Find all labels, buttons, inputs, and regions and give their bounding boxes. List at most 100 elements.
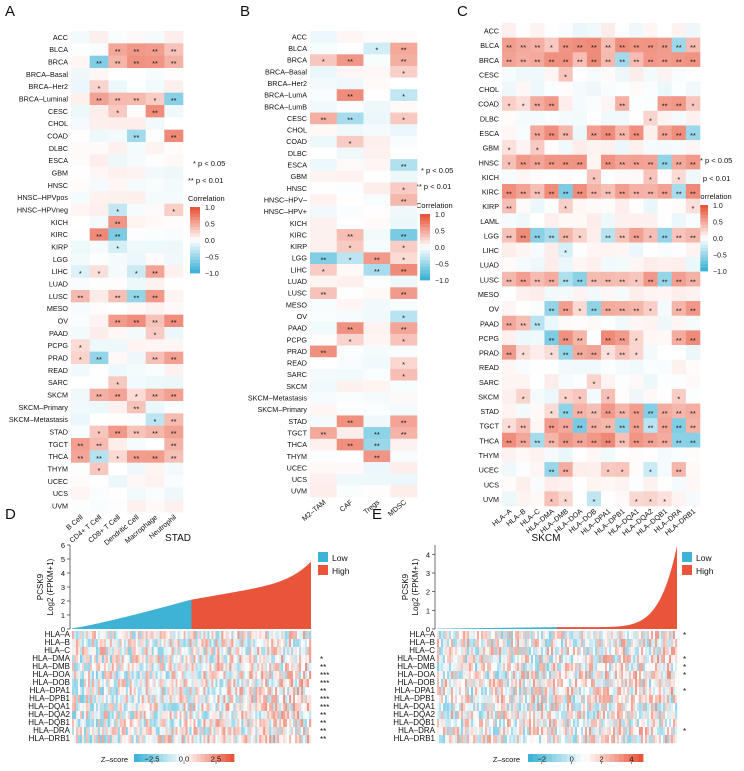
zscore-cell xyxy=(653,687,656,696)
zscore-cell xyxy=(85,719,89,728)
zscore-cell xyxy=(271,695,274,704)
zscore-cell xyxy=(72,719,75,728)
zscore-cell xyxy=(265,727,268,736)
gene-label: HLA–DMB xyxy=(397,662,435,671)
zscore-cell xyxy=(587,703,590,712)
heatmap-cell xyxy=(615,81,630,97)
heatmap-cell xyxy=(572,184,588,199)
zscore-cell xyxy=(103,703,107,712)
zscore-cell xyxy=(143,703,146,712)
zscore-cell xyxy=(581,735,584,744)
zscore-cell xyxy=(173,671,176,680)
heatmap-cell xyxy=(558,286,574,302)
zscore-cell xyxy=(539,703,542,712)
zscore-cell xyxy=(453,679,456,688)
heatmap-cell xyxy=(390,124,418,137)
heatmap-cell xyxy=(657,257,673,273)
zscore-cell xyxy=(599,687,602,696)
heatmap-cell xyxy=(108,388,128,402)
zscore-cell xyxy=(665,719,668,728)
zscore-cell xyxy=(597,687,600,696)
heatmap-cell xyxy=(671,403,687,419)
zscore-cell xyxy=(631,703,634,712)
colorbar-step xyxy=(190,243,200,247)
zscore-cell xyxy=(587,735,590,744)
zscore-cell xyxy=(591,663,594,672)
zscore-cell xyxy=(453,639,456,648)
zscore-cell xyxy=(289,719,292,728)
zscore-cell xyxy=(581,647,584,656)
heatmap-cell xyxy=(127,388,146,402)
zscore-cell xyxy=(151,631,154,640)
zscore-cell xyxy=(609,727,612,736)
heatmap-cell xyxy=(363,194,391,207)
heatmap-cell xyxy=(310,77,338,90)
zscore-cell xyxy=(211,663,214,672)
zscore-cell xyxy=(233,711,236,720)
zscore-cell xyxy=(141,727,144,736)
heatmap-cell xyxy=(657,315,673,331)
zscore-cell xyxy=(85,671,89,680)
zscore-cell xyxy=(601,711,604,720)
zscore-cell xyxy=(123,647,126,656)
zscore-cell xyxy=(543,727,546,736)
zscore-cell xyxy=(141,655,144,664)
significance-mark: * xyxy=(564,72,567,81)
gene-label: HLA–DPB1 xyxy=(29,694,70,703)
zscore-cell xyxy=(229,671,232,680)
zscore-cell xyxy=(161,639,164,648)
zscore-cell xyxy=(613,695,616,704)
zscore-cell xyxy=(473,679,476,688)
zscore-cell xyxy=(237,655,240,664)
heatmap-cell xyxy=(336,264,364,276)
heatmap-cell xyxy=(572,110,588,126)
zscore-cell xyxy=(583,719,586,728)
zscore-cell xyxy=(109,687,113,696)
zscore-cell xyxy=(87,647,91,656)
zscore-cell xyxy=(475,687,478,696)
gene-label: HLA–DQA2 xyxy=(28,710,70,719)
zscore-cell xyxy=(277,695,280,704)
zscore-cell xyxy=(451,711,454,720)
heatmap-cell xyxy=(390,205,418,218)
heatmap-cell xyxy=(601,96,616,112)
zscore-cell xyxy=(225,719,228,728)
significance-mark: * xyxy=(322,267,325,276)
heatmap-cell xyxy=(530,23,545,38)
heatmap-cell xyxy=(71,376,90,389)
zscore-cell xyxy=(449,631,452,640)
zscore-cell xyxy=(255,711,258,720)
zscore-cell xyxy=(615,631,618,640)
zscore-cell xyxy=(303,671,306,680)
zscore-cell xyxy=(231,647,234,656)
heatmap-cell xyxy=(164,240,184,254)
colorbar-step xyxy=(698,254,708,259)
zscore-cell xyxy=(619,671,622,680)
zscore-cell xyxy=(301,679,304,688)
colorbar-step xyxy=(190,223,200,228)
zscore-cell xyxy=(243,703,246,712)
zscore-cell xyxy=(499,663,502,672)
zscore-cell xyxy=(111,639,115,648)
zscore-cell xyxy=(627,639,630,648)
gene-label: HLA–DMA xyxy=(397,654,435,663)
zscore-cell xyxy=(537,719,540,728)
zscore-cell xyxy=(157,647,160,656)
zscore-cell xyxy=(591,703,594,712)
zscore-cell xyxy=(563,655,566,664)
significance-mark: * xyxy=(154,330,157,339)
zscore-cell xyxy=(545,663,548,672)
heatmap-cell xyxy=(310,264,338,276)
significance-mark: ** xyxy=(577,350,583,359)
zscore-colorbar-step xyxy=(179,754,185,762)
row-label: KIRC xyxy=(290,230,307,239)
zscore-cell xyxy=(633,735,636,744)
zscore-cell xyxy=(477,695,480,704)
zscore-cell xyxy=(203,663,206,672)
heatmap-cell xyxy=(657,388,673,404)
heatmap-cell xyxy=(108,216,128,229)
zscore-cell xyxy=(489,655,492,664)
significance-mark: ** xyxy=(619,189,625,198)
zscore-cell xyxy=(533,711,536,720)
zscore-cell xyxy=(297,719,300,728)
